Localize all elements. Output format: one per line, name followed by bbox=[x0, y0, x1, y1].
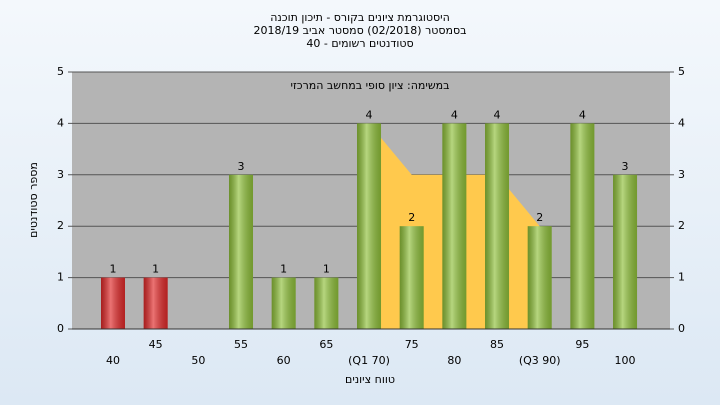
y2-tick-label: 5 bbox=[678, 65, 685, 78]
data-label: 4 bbox=[451, 108, 458, 121]
bar-shade bbox=[271, 277, 296, 329]
x-axis-label: טווח ציונים bbox=[345, 373, 395, 386]
x-tick-label: 100 bbox=[615, 354, 636, 367]
x-tick-label: 75 bbox=[405, 338, 419, 351]
x-tick-label: 85 bbox=[490, 338, 504, 351]
x-tick-label: 60 bbox=[277, 354, 291, 367]
data-label: 4 bbox=[366, 108, 373, 121]
y-tick-label: 1 bbox=[57, 271, 64, 284]
data-label: 1 bbox=[152, 263, 159, 276]
y-tick-label: 0 bbox=[57, 322, 64, 335]
bar-shade bbox=[101, 277, 125, 329]
y-tick-label: 2 bbox=[57, 219, 64, 232]
x-tick-label: 95 bbox=[575, 338, 589, 351]
data-label: 4 bbox=[579, 108, 586, 121]
bar-shade bbox=[399, 226, 424, 329]
y-tick-label: 3 bbox=[57, 168, 64, 181]
x-tick-label: 50 bbox=[191, 354, 205, 367]
x-tick-label: 40 bbox=[106, 354, 120, 367]
data-label: 3 bbox=[238, 160, 245, 173]
y2-tick-label: 3 bbox=[678, 168, 685, 181]
bar-shade bbox=[613, 174, 638, 329]
x-tick-label: 45 bbox=[149, 338, 163, 351]
annotation: במשימה: ציון סופי במחשב המרכזי bbox=[290, 79, 449, 92]
bar-shade bbox=[485, 123, 510, 330]
data-label: 1 bbox=[110, 263, 117, 276]
data-label: 1 bbox=[280, 263, 287, 276]
x-tick-label: 65 bbox=[319, 338, 333, 351]
y-axis-label: מספר סטודנטים bbox=[27, 162, 40, 238]
data-label: 1 bbox=[323, 263, 330, 276]
bar-shade bbox=[229, 174, 254, 329]
data-label: 4 bbox=[494, 108, 501, 121]
chart-subtitle: בסמסטר (02/2018) סמסטר אביב 2018/19 bbox=[253, 24, 466, 37]
chart-title: היסטוגרמת ציונים בקורס - תיכון תוכנה bbox=[270, 11, 450, 24]
data-label: 2 bbox=[536, 211, 543, 224]
bar-shade bbox=[143, 277, 168, 329]
bar-shade bbox=[357, 123, 382, 330]
y2-tick-label: 4 bbox=[678, 116, 685, 129]
bar-shade bbox=[442, 123, 467, 330]
x-tick-label: 55 bbox=[234, 338, 248, 351]
y2-tick-label: 1 bbox=[678, 271, 685, 284]
y-tick-label: 4 bbox=[57, 116, 64, 129]
data-label: 2 bbox=[408, 211, 415, 224]
y-tick-label: 5 bbox=[57, 65, 64, 78]
chart-subtitle: סטודנטים רשומים - 40 bbox=[306, 37, 413, 50]
x-tick-label: 80 bbox=[447, 354, 461, 367]
bar-shade bbox=[570, 123, 595, 330]
x-tick-label: (Q1 70) bbox=[348, 354, 390, 367]
bar-shade bbox=[314, 277, 339, 329]
y2-tick-label: 0 bbox=[678, 322, 685, 335]
x-tick-label: (Q3 90) bbox=[519, 354, 561, 367]
data-label: 3 bbox=[622, 160, 629, 173]
y2-tick-label: 2 bbox=[678, 219, 685, 232]
bar-shade bbox=[527, 226, 552, 329]
